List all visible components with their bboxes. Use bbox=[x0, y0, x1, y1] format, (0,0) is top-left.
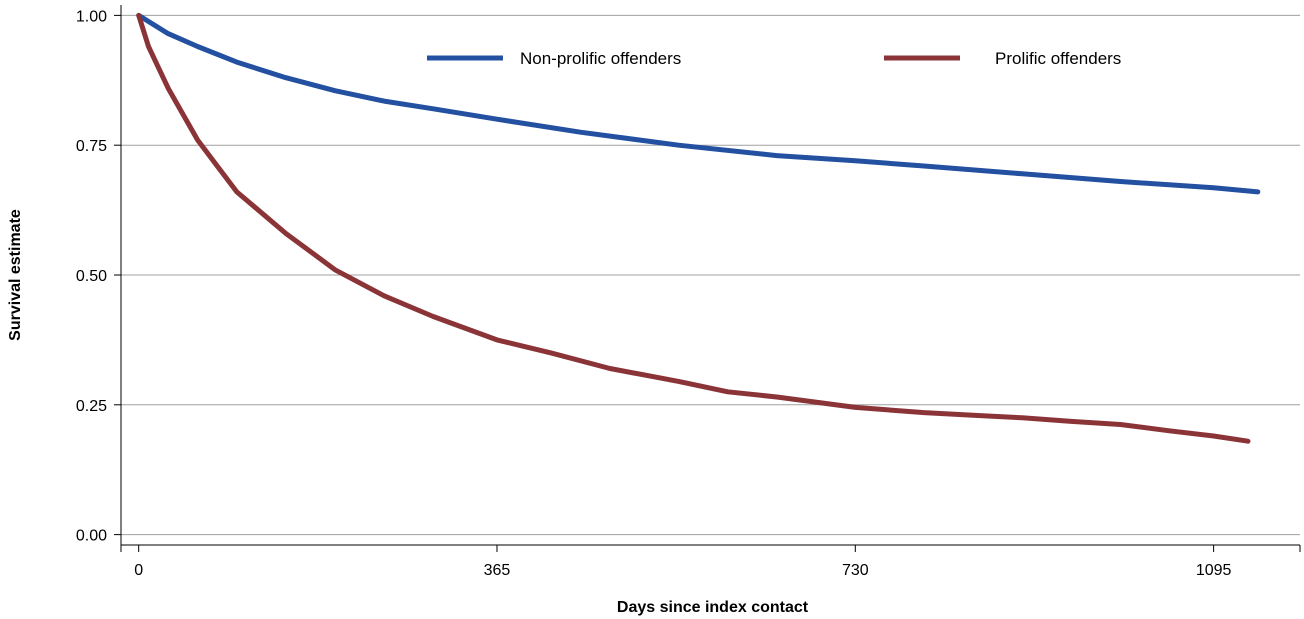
x-axis: 0 365 730 1095 bbox=[120, 544, 1301, 579]
grid-lines bbox=[121, 14, 1300, 536]
y-axis: 0.00 0.25 0.50 0.75 1.00 bbox=[76, 5, 122, 545]
y-tick-label: 0.50 bbox=[76, 268, 107, 285]
y-axis-title: Survival estimate bbox=[7, 209, 24, 341]
legend-label: Prolific offenders bbox=[995, 49, 1121, 68]
series-line bbox=[136, 12, 1251, 444]
legend: Non-prolific offenders Prolific offenders bbox=[427, 49, 1121, 68]
y-tick-label: 0.75 bbox=[76, 138, 107, 155]
y-tick-label: 0.25 bbox=[76, 398, 107, 415]
x-axis-title: Days since index contact bbox=[617, 599, 809, 616]
y-tick-label: 0.00 bbox=[76, 528, 107, 545]
y-tick-label: 1.00 bbox=[76, 8, 107, 25]
x-tick-label: 0 bbox=[134, 562, 143, 579]
legend-label: Non-prolific offenders bbox=[520, 49, 681, 68]
series-line bbox=[136, 12, 1261, 195]
x-tick-label: 730 bbox=[842, 562, 869, 579]
x-tick-label: 365 bbox=[484, 562, 511, 579]
series-lines bbox=[136, 12, 1261, 444]
x-tick-label: 1095 bbox=[1196, 562, 1232, 579]
